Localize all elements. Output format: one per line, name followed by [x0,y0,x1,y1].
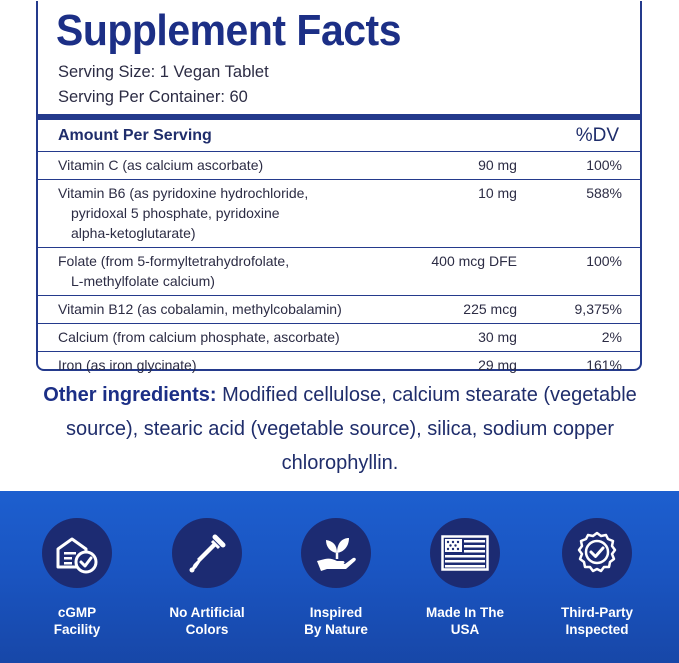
nutrient-name-line: Iron (as iron glycinate) [58,357,197,373]
plant-hand-icon [301,518,371,588]
header-divider [38,151,640,152]
nutrient-name: Folate (from 5-formyltetrahydrofolate, L-… [58,251,389,291]
nutrient-row: Iron (as iron glycinate) 29 mg 161% [58,352,622,379]
badge-third-party-inspected: Third-Party Inspected [542,518,652,638]
nutrient-name-line: Vitamin B6 (as pyridoxine hydrochloride, [58,185,309,201]
dv-header: %DV [575,124,619,146]
feature-badges-bar: cGMP Facility No Artificial Colors Inspire… [0,491,679,663]
amount-header-row: Amount Per Serving %DV [58,120,622,151]
badge-usa-line1: Made In The [425,605,504,620]
badge-nature-line2: By Nature [304,622,368,637]
gmp-facility-icon [42,518,112,588]
badge-colors-line1: No Artificial [169,605,245,620]
other-ingredients-label: Other ingredients: [43,384,217,406]
nutrient-row: Folate (from 5-formyltetrahydrofolate, L-… [58,248,622,295]
nutrient-amount: 225 mcg [463,301,517,317]
nutrient-name-line: Vitamin C (as calcium ascorbate) [58,157,264,173]
nutrient-name: Vitamin B12 (as cobalamin, methylcobalam… [58,299,389,319]
serving-size: Serving Size: 1 Vegan Tablet [58,63,269,81]
badge-colors-line2: Colors [185,622,229,637]
thick-divider [38,114,640,120]
nutrient-dv: 2% [601,329,622,345]
servings-per-container: Serving Per Container: 60 [58,88,248,106]
other-ingredients-text: Modified cellulose, calcium stearate (ve… [65,384,637,474]
nutrient-row: Vitamin B12 (as cobalamin, methylcobalam… [58,296,622,323]
dropper-icon [172,518,242,588]
nutrient-name-line: Folate (from 5-formyltetrahydrofolate, [58,253,290,269]
nutrient-amount: 90 mg [478,157,517,173]
nutrient-name: Vitamin B6 (as pyridoxine hydrochloride,… [58,183,389,243]
nutrient-name: Calcium (from calcium phosphate, ascorba… [58,327,389,347]
row-divider [38,323,640,324]
badge-inspired-by-nature: Inspired By Nature [281,518,391,638]
badge-no-artificial-colors: No Artificial Colors [152,518,262,638]
badge-nature-line1: Inspired [309,605,363,620]
badge-inspected-line2: Inspected [565,622,629,637]
nutrient-amount: 30 mg [478,329,517,345]
row-divider [38,247,640,248]
badge-cgmp-line2: Facility [53,622,101,637]
nutrient-row: Calcium (from calcium phosphate, ascorba… [58,324,622,351]
nutrient-name: Vitamin C (as calcium ascorbate) [58,155,389,175]
nutrient-dv: 161% [586,357,622,373]
nutrient-dv: 588% [586,185,622,201]
badge-usa-line2: USA [450,622,480,637]
nutrient-name-continuation: alpha-ketoglutarate) [71,225,196,241]
badge-cgmp-line1: cGMP [57,605,97,620]
badge-cgmp: cGMP Facility [22,518,132,638]
nutrient-name: Iron (as iron glycinate) [58,355,389,375]
nutrient-amount: 400 mcg DFE [431,253,517,269]
inspected-seal-icon [562,518,632,588]
nutrient-amount: 10 mg [478,185,517,201]
nutrient-name-line: Vitamin B12 (as cobalamin, methylcobalam… [58,301,342,317]
nutrient-list: Vitamin C (as calcium ascorbate) 90 mg 100… [38,152,640,379]
badge-made-in-usa: Made In The USA [410,518,520,638]
row-divider [38,295,640,296]
nutrient-dv: 9,375% [574,301,622,317]
nutrient-name-line: Calcium (from calcium phosphate, ascorba… [58,329,340,345]
nutrient-dv: 100% [586,253,622,269]
row-divider [38,179,640,180]
row-divider [38,351,640,352]
nutrient-dv: 100% [586,157,622,173]
nutrient-row: Vitamin B6 (as pyridoxine hydrochloride,… [58,180,622,247]
nutrient-amount: 29 mg [478,357,517,373]
nutrient-name-continuation: pyridoxal 5 phosphate, pyridoxine [71,205,280,221]
supplement-facts-panel: Supplement Facts Serving Size: 1 Vegan T… [36,1,642,373]
amount-per-serving-label: Amount Per Serving [58,126,212,144]
badge-inspected-line1: Third-Party [560,605,633,620]
facts-title: Supplement Facts [56,6,402,55]
nutrient-name-continuation: L-methylfolate calcium) [71,273,215,289]
other-ingredients: Other ingredients: Modified cellulose, c… [20,378,660,480]
nutrient-row: Vitamin C (as calcium ascorbate) 90 mg 100… [58,152,622,179]
us-flag-icon [430,518,500,588]
